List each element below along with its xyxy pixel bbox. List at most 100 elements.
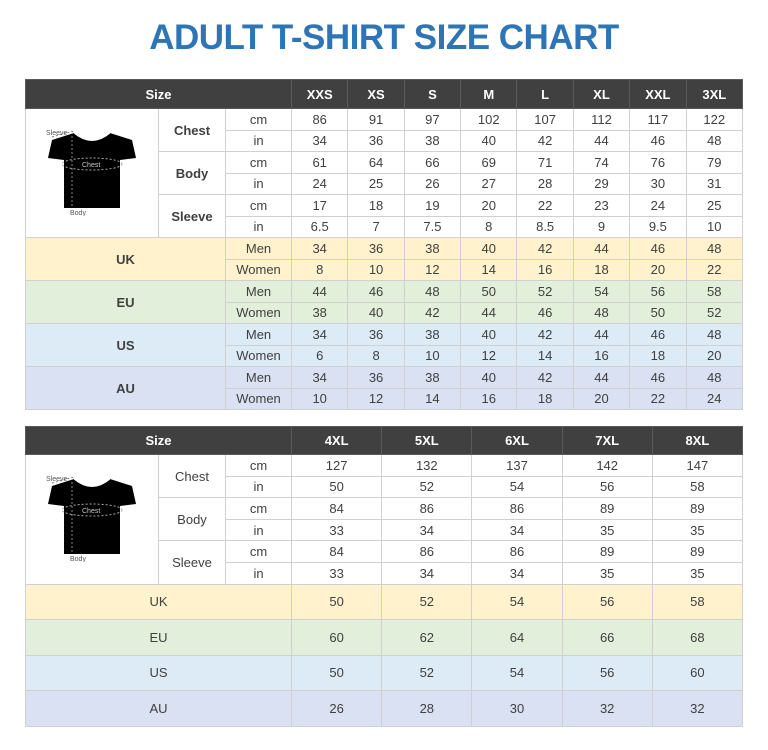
value-cell: 102 [460,108,518,131]
unit-label: in [224,215,293,238]
value-cell: 12 [403,258,462,281]
value-cell: 12 [460,344,518,367]
value-cell: 84 [291,497,383,520]
value-cell: 22 [685,258,744,281]
value-cell: 58 [685,280,744,303]
value-cell: 44 [572,129,631,152]
body-label: Body [70,210,86,216]
value-cell: 14 [516,344,574,367]
size-column-header: XS [347,79,405,109]
value-cell: 34 [291,366,349,389]
value-cell: 28 [516,172,574,195]
size-column-header: M [460,79,518,109]
gender-label: Women [224,258,293,281]
value-cell: 79 [685,151,744,174]
value-cell: 69 [460,151,518,174]
size-column-header: 7XL [561,426,653,455]
region-row-uk: UK 50 52 54 56 58 [24,583,744,621]
gender-label: Men [224,366,293,389]
value-cell: 42 [516,129,574,152]
value-cell: 56 [561,583,653,621]
value-cell: 27 [460,172,518,195]
measurement-row: in 33 34 34 35 35 [26,518,744,542]
value-cell: 24 [629,194,687,217]
value-cell: 38 [291,301,349,324]
value-cell: 54 [471,583,563,621]
value-cell: 132 [381,454,473,477]
value-cell: 17 [291,194,349,217]
value-cell: 48 [685,129,744,152]
region-label: EU [24,619,293,656]
value-cell: 46 [629,129,687,152]
value-cell: 35 [561,518,653,542]
value-cell: 147 [651,454,744,477]
value-cell: 40 [460,129,518,152]
value-cell: 28 [381,690,473,727]
value-cell: 86 [291,108,349,131]
value-cell: 64 [347,151,405,174]
value-cell: 25 [347,172,405,195]
value-cell: 7.5 [403,215,462,238]
tshirt-measurement-icon: Sleeve Chest Body [46,130,136,217]
value-cell: 46 [629,323,687,346]
value-cell: 52 [381,475,473,499]
value-cell: 10 [685,215,744,238]
value-cell: 42 [516,323,574,346]
value-cell: 50 [291,475,383,499]
value-cell: 62 [381,619,473,656]
value-cell: 50 [460,280,518,303]
value-cell: 22 [516,194,574,217]
size-column-header: 8XL [651,426,744,455]
value-cell: 20 [460,194,518,217]
region-label: US [24,654,293,692]
value-cell: 32 [561,690,653,727]
body-label: Body [70,556,86,562]
sleeve-label: Sleeve [46,476,68,483]
value-cell: 52 [381,583,473,621]
value-cell: 14 [460,258,518,281]
unit-label: cm [224,497,293,520]
measurement-row: Body cm 84 86 86 89 89 [26,497,744,542]
value-cell: 86 [471,540,563,563]
tshirt-image: Sleeve Chest Body [25,454,159,585]
value-cell: 16 [516,258,574,281]
region-row-uk: Women 8 10 12 14 16 18 20 22 [26,258,744,281]
value-cell: 64 [471,619,563,656]
value-cell: 68 [651,619,744,656]
value-cell: 18 [629,344,687,367]
value-cell: 35 [561,561,653,585]
measurement-row: Sleeve Chest Body Chest cm 127 132 137 142 147 [25,453,744,585]
tshirt-image: Sleeve Chest Body [25,108,159,238]
value-cell: 58 [651,475,744,499]
value-cell: 40 [460,366,518,389]
header-row: Size 4XL 5XL 6XL 7XL 8XL [24,426,744,455]
value-cell: 112 [572,108,631,131]
measurement-label: Sleeve [158,194,226,238]
value-cell: 117 [629,108,687,131]
value-cell: 34 [471,561,563,585]
value-cell: 91 [347,108,405,131]
value-cell: 46 [516,301,574,324]
value-cell: 54 [471,654,563,692]
value-cell: 50 [629,301,687,324]
value-cell: 86 [471,497,563,520]
measurement-row: Body cm 61 64 66 69 71 74 76 79 [26,151,744,195]
sleeve-label: Sleeve [46,130,68,137]
value-cell: 6.5 [291,215,349,238]
value-cell: 54 [572,280,631,303]
value-cell: 12 [347,387,405,410]
region-row-uk: UK Men 34 36 38 40 42 44 46 48 [25,237,744,281]
value-cell: 40 [460,323,518,346]
chest-label: Chest [82,508,100,515]
value-cell: 34 [471,518,563,542]
gender-label: Women [224,387,293,410]
region-row-au: Women 10 12 14 16 18 20 22 24 [26,387,744,410]
value-cell: 42 [403,301,462,324]
size-column-header: XXS [291,79,349,109]
value-cell: 66 [561,619,653,656]
region-row-eu: EU 60 62 64 66 68 [24,619,744,656]
value-cell: 36 [347,366,405,389]
value-cell: 9 [572,215,631,238]
value-cell: 38 [403,129,462,152]
value-cell: 38 [403,366,462,389]
